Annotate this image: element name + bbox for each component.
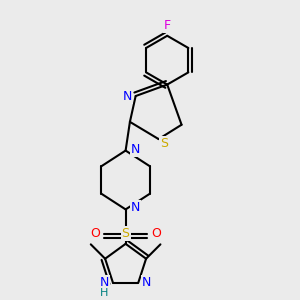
Text: N: N bbox=[122, 89, 132, 103]
Text: N: N bbox=[100, 276, 109, 289]
Text: N: N bbox=[131, 202, 140, 214]
Text: O: O bbox=[151, 227, 161, 240]
Text: N: N bbox=[142, 276, 152, 289]
Text: O: O bbox=[91, 227, 100, 240]
Text: S: S bbox=[160, 137, 168, 150]
Text: F: F bbox=[164, 19, 171, 32]
Text: N: N bbox=[131, 142, 140, 156]
Text: S: S bbox=[122, 227, 130, 240]
Text: H: H bbox=[100, 288, 109, 298]
